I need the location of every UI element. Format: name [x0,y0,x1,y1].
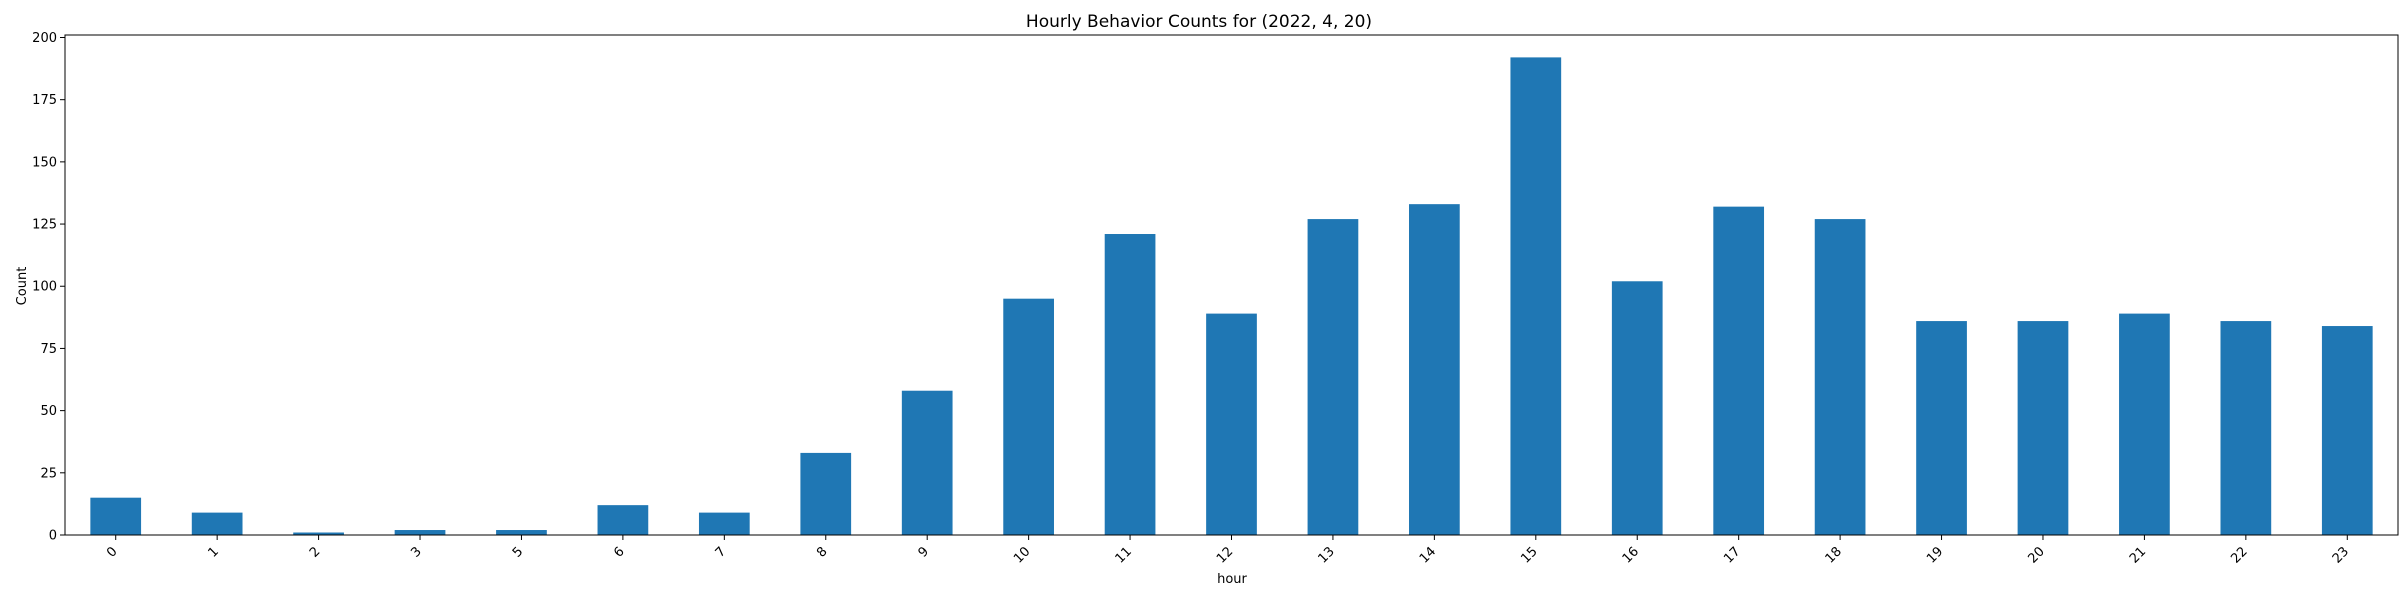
bar [1003,298,1054,535]
x-tick-label: 18 [1823,544,1845,566]
bar [1206,313,1257,535]
x-tick-label: 10 [1011,544,1033,566]
bar [2321,326,2373,535]
bar [698,512,750,535]
bar [293,532,344,535]
y-tick-label: 200 [32,31,57,46]
bar [1510,57,1562,535]
x-tick-label: 17 [1721,544,1743,566]
x-tick-label: 22 [2228,544,2250,566]
bar [1916,321,1967,535]
y-tick-label: 0 [49,529,57,544]
bars [90,57,2373,536]
x-tick-label: 15 [1518,544,1540,566]
bar [2119,313,2170,535]
bar [1409,204,1460,535]
x-tick-label: 13 [1315,544,1337,566]
bar [2017,321,2069,535]
chart-title: Hourly Behavior Counts for (2022, 4, 20) [1026,12,1372,32]
x-tick-label: 11 [1113,544,1135,566]
bar [496,530,547,535]
bar [1814,219,1866,536]
x-tick-label: 14 [1417,544,1439,566]
bar [1307,219,1359,536]
x-tick-label: 6 [611,544,627,560]
x-tick-label: 3 [408,544,424,560]
y-tick-label: 100 [32,280,57,295]
y-axis-ticks: 0 25 50 75 100 125 150 175 200 [32,31,65,544]
x-tick-label: 0 [104,544,120,560]
bar [597,505,649,535]
bar [1104,234,1156,535]
bar [2220,321,2272,535]
y-tick-label: 150 [32,155,57,170]
plot-area-frame [64,34,2399,536]
y-tick-label: 50 [40,404,57,419]
bar [394,530,446,535]
bar [800,452,852,535]
x-tick-label: 19 [1924,544,1946,566]
x-tick-label: 2 [307,544,323,560]
bar [191,512,243,535]
x-tick-label: 12 [1214,544,1236,566]
x-tick-label: 20 [2025,544,2047,566]
bar [1713,206,1765,535]
x-tick-label: 1 [206,544,222,560]
bar [90,497,142,535]
x-axis-label: hour [1217,572,1247,587]
y-tick-label: 25 [40,466,57,481]
x-tick-label: 16 [1620,544,1642,566]
x-tick-label: 9 [916,544,932,560]
x-tick-label: 8 [814,544,830,560]
x-axis-ticks: 0 1 2 3 5 6 7 8 9 10 11 12 13 14 15 16 17 18 19 20 21 22 23 [104,535,2352,567]
x-tick-label: 7 [713,544,729,560]
y-axis-label: Count [15,267,30,306]
y-tick-label: 125 [32,218,57,233]
x-tick-label: 23 [2330,544,2352,566]
bar [1611,281,1663,535]
x-tick-label: 21 [2127,544,2149,566]
x-tick-label: 5 [510,544,526,560]
bar [901,390,953,535]
y-tick-label: 175 [32,93,57,108]
y-tick-label: 75 [40,342,57,357]
